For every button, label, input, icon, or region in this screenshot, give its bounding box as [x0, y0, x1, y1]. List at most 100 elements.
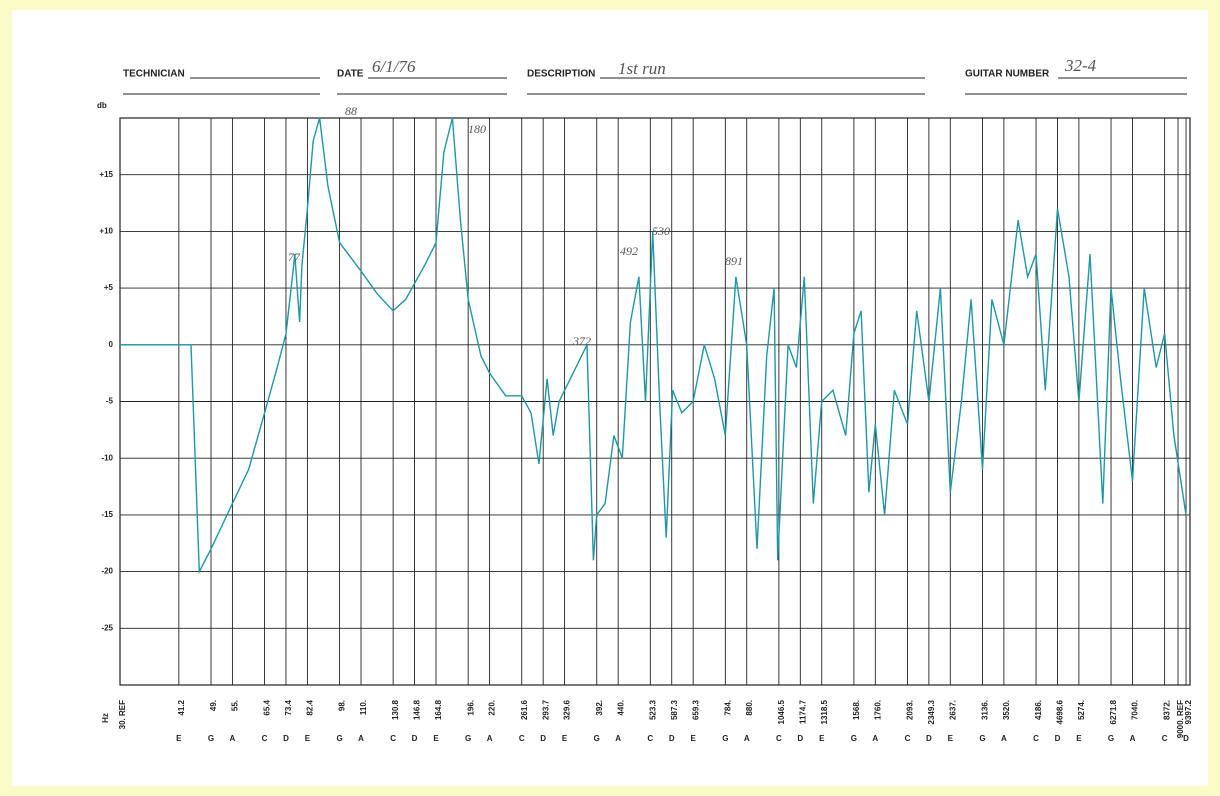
x-tick-label: 55.	[231, 700, 240, 711]
y-tick-label: -5	[106, 397, 114, 406]
note-label: A	[487, 734, 493, 743]
annotation: 492	[620, 244, 638, 258]
x-tick-label: 73.4	[284, 699, 293, 715]
x-tick-label: 1318.5	[820, 699, 829, 724]
description-value: 1st run	[618, 59, 666, 78]
note-label: C	[776, 734, 782, 743]
y-tick-label: -15	[101, 510, 113, 519]
note-label: E	[305, 734, 311, 743]
note-label: D	[669, 734, 675, 743]
date-label: DATE	[337, 69, 364, 80]
note-label: A	[1001, 734, 1007, 743]
note-label: D	[926, 734, 932, 743]
guitar-value: 32-4	[1064, 56, 1097, 75]
note-label: E	[819, 734, 825, 743]
x-tick-label: 5274.	[1077, 700, 1086, 720]
y-tick-label: +15	[99, 170, 113, 179]
note-label: G	[465, 734, 471, 743]
y-tick-label: +10	[99, 227, 113, 236]
x-tick-label: 587.3	[670, 699, 679, 720]
x-tick-label: 261.6	[520, 699, 529, 720]
note-label: G	[851, 734, 857, 743]
note-label: E	[691, 734, 697, 743]
x-tick-label: 293.7	[541, 699, 550, 720]
guitar-label: GUITAR NUMBER	[965, 69, 1050, 80]
technician-label: TECHNICIAN	[123, 69, 185, 80]
x-tick-label: 9000. REF	[1176, 700, 1185, 738]
note-label: G	[722, 734, 728, 743]
x-tick-label: 3136.	[981, 700, 990, 720]
note-label: C	[390, 734, 396, 743]
annotation: 530	[652, 224, 670, 238]
y-tick-label: +5	[104, 283, 114, 292]
date-value: 6/1/76	[372, 57, 416, 76]
x-tick-label: 3520.	[1002, 700, 1011, 720]
x-tick-label: 1568.	[852, 700, 861, 720]
y-tick-label: 0	[109, 340, 114, 349]
note-label: D	[283, 734, 289, 743]
x-tick-label: 7040.	[1131, 700, 1140, 720]
x-tick-label: 784.	[723, 700, 732, 716]
x-tick-label: 41.2	[177, 699, 186, 715]
y-axis-label: db	[97, 101, 107, 110]
note-label: A	[872, 734, 878, 743]
x-tick-label: 329.6	[563, 699, 572, 720]
x-tick-label: 98.	[338, 700, 347, 711]
note-label: C	[905, 734, 911, 743]
note-label: C	[1033, 734, 1039, 743]
x-axis-label: Hz	[101, 713, 110, 723]
x-tick-label: 523.3	[648, 699, 657, 720]
paper	[12, 10, 1208, 786]
note-label: A	[358, 734, 364, 743]
note-label: G	[979, 734, 985, 743]
note-label: D	[1183, 734, 1189, 743]
x-tick-label: 659.3	[691, 699, 700, 720]
x-tick-label: 2093.	[906, 700, 915, 720]
x-tick-label: 110.	[359, 700, 368, 715]
x-tick-label: 49.	[209, 700, 218, 711]
x-tick-label: 392.	[595, 700, 604, 716]
x-tick-label: 440.	[616, 700, 625, 716]
x-tick-label: 82.4	[306, 699, 315, 715]
note-label: G	[336, 734, 342, 743]
x-tick-label: 196.	[466, 700, 475, 716]
note-label: A	[615, 734, 621, 743]
note-label: E	[562, 734, 568, 743]
x-tick-label: 164.8	[434, 699, 443, 720]
x-tick-label: 9397.2	[1184, 699, 1193, 724]
y-tick-label: -25	[101, 623, 113, 632]
note-label: C	[1162, 734, 1168, 743]
note-label: A	[230, 734, 236, 743]
description-label: DESCRIPTION	[527, 69, 595, 80]
note-label: D	[797, 734, 803, 743]
note-label: E	[433, 734, 439, 743]
x-tick-label: 220.	[488, 700, 497, 716]
annotation: 372	[572, 334, 591, 348]
annotation: 88	[345, 104, 357, 118]
x-tick-label: 1760.	[873, 700, 882, 720]
x-tick-label: 146.8	[413, 699, 422, 720]
x-tick-label: 2349.3	[927, 699, 936, 724]
note-label: E	[948, 734, 954, 743]
note-label: E	[176, 734, 182, 743]
x-tick-label: 880.	[745, 700, 754, 716]
x-tick-label: 65.4	[263, 699, 272, 715]
note-label: G	[208, 734, 214, 743]
note-label: E	[1076, 734, 1082, 743]
note-label: G	[1108, 734, 1114, 743]
annotation: 180	[468, 122, 486, 136]
x-tick-label: 130.8	[391, 699, 400, 720]
note-label: A	[1130, 734, 1136, 743]
x-tick-label: 6271.8	[1109, 699, 1118, 724]
note-label: D	[1055, 734, 1061, 743]
x-tick-label: 30. REF	[118, 700, 127, 729]
y-tick-label: -10	[101, 453, 113, 462]
annotation: 891	[725, 254, 743, 268]
y-tick-label: -20	[101, 567, 113, 576]
x-tick-label: 1046.5	[777, 699, 786, 724]
note-label: A	[744, 734, 750, 743]
note-label: D	[412, 734, 418, 743]
note-label: G	[594, 734, 600, 743]
x-tick-label: 4698.6	[1056, 699, 1065, 724]
